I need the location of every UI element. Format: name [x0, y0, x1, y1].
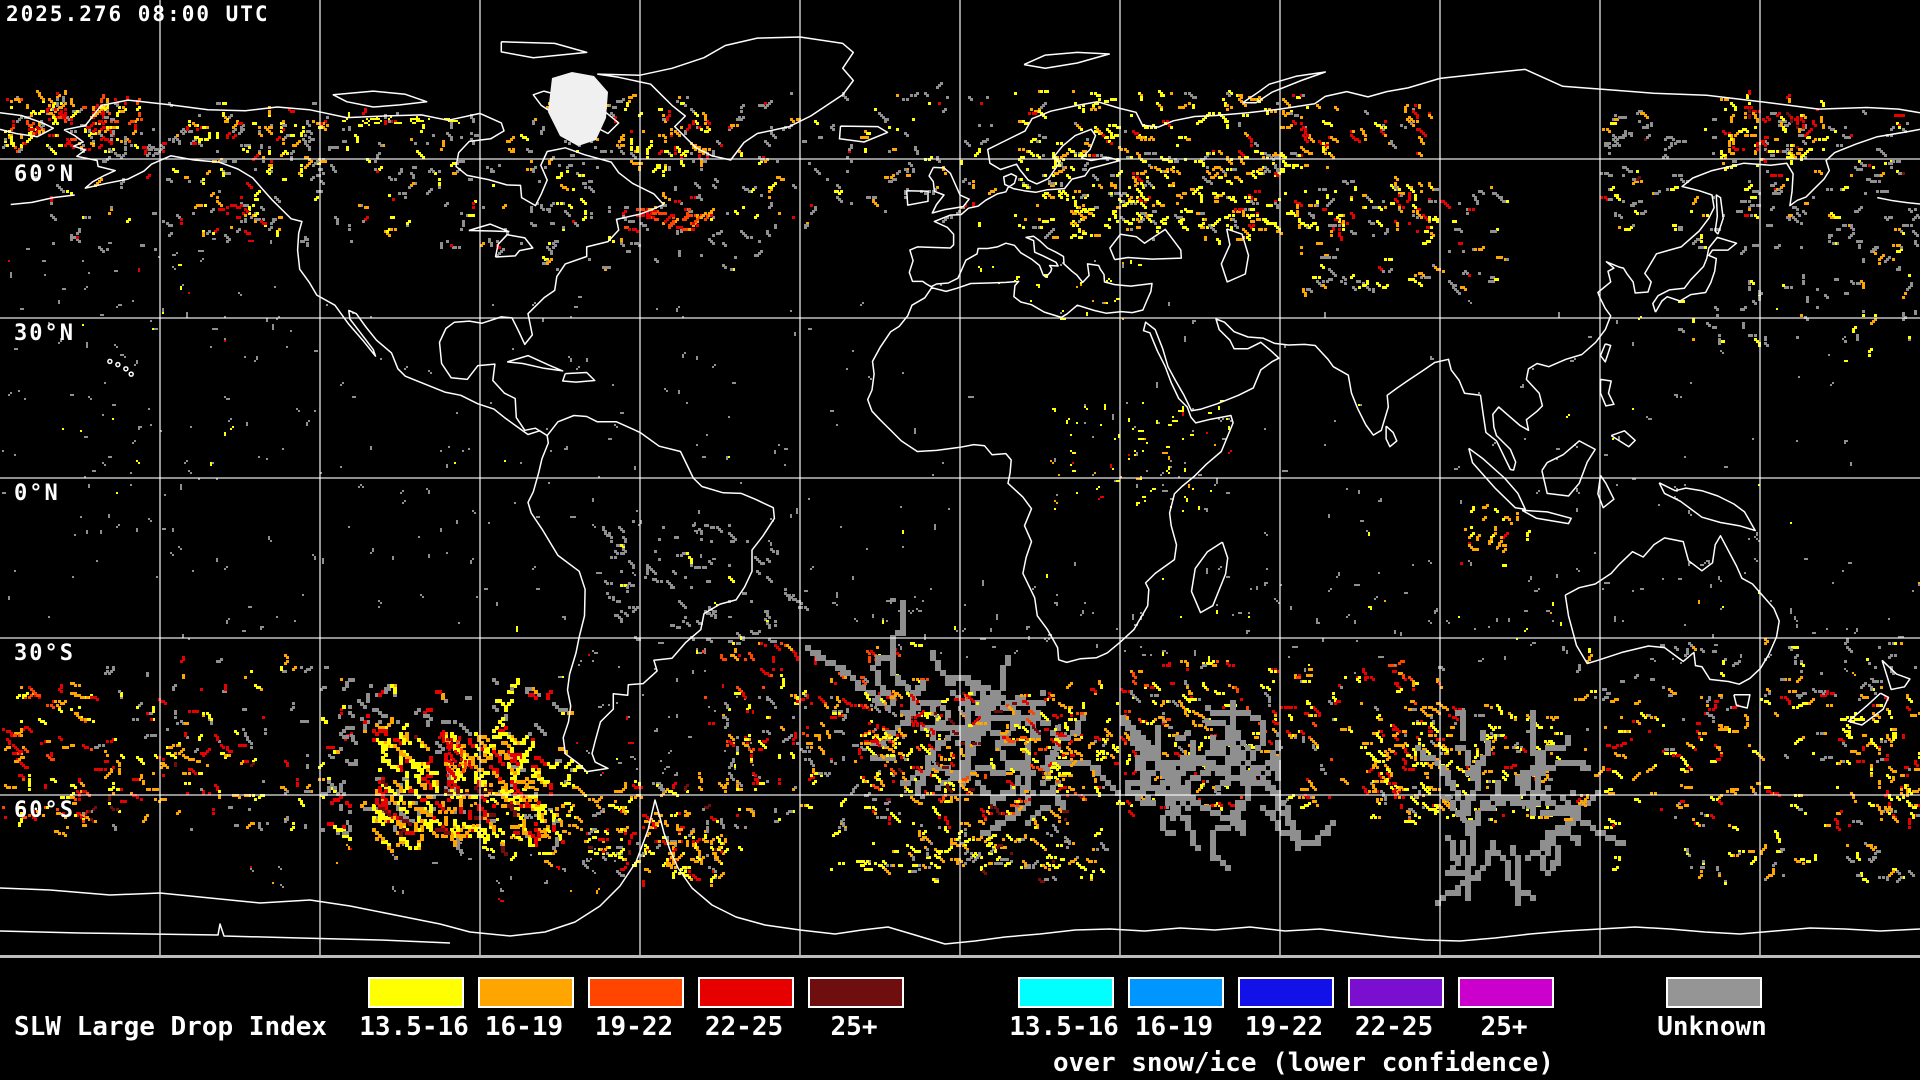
legend-label-snowice-22-25: 22-25 — [1354, 1012, 1434, 1042]
legend-title: SLW Large Drop Index — [14, 1012, 328, 1042]
legend-label-snowice-25plus: 25+ — [1480, 1012, 1528, 1042]
legend-swatch-snowice-19-22 — [1238, 977, 1334, 1008]
legend-label-19-22: 19-22 — [594, 1012, 674, 1042]
legend-label-22-25: 22-25 — [704, 1012, 784, 1042]
legend-label-snowice-13.5-16: 13.5-16 — [1009, 1012, 1119, 1042]
legend-label-25plus: 25+ — [830, 1012, 878, 1042]
snowice-caption: over snow/ice (lower confidence) — [1053, 1048, 1554, 1078]
legend-swatch-unknown — [1666, 977, 1762, 1008]
legend-swatch-13.5-16 — [368, 977, 464, 1008]
latitude-label-0n: 0°N — [14, 481, 60, 506]
latitude-label-60s: 60°S — [14, 798, 75, 823]
legend-swatch-16-19 — [478, 977, 574, 1008]
legend: SLW Large Drop Index 13.5-16 16-19 19-22… — [0, 958, 1920, 1080]
legend-swatch-snowice-13.5-16 — [1018, 977, 1114, 1008]
latitude-label-30s: 30°S — [14, 641, 75, 666]
legend-label-13.5-16: 13.5-16 — [359, 1012, 469, 1042]
legend-swatch-25plus — [808, 977, 904, 1008]
legend-label-snowice-16-19: 16-19 — [1134, 1012, 1214, 1042]
legend-label-16-19: 16-19 — [484, 1012, 564, 1042]
legend-swatch-snowice-25plus — [1458, 977, 1554, 1008]
legend-label-snowice-19-22: 19-22 — [1244, 1012, 1324, 1042]
latitude-label-30n: 30°N — [14, 321, 75, 346]
coastline-gridline-layer — [0, 0, 1920, 958]
legend-swatch-snowice-16-19 — [1128, 977, 1224, 1008]
timestamp-label: 2025.276 08:00 UTC — [6, 2, 270, 26]
legend-swatch-snowice-22-25 — [1348, 977, 1444, 1008]
legend-swatch-19-22 — [588, 977, 684, 1008]
legend-label-unknown: Unknown — [1657, 1012, 1767, 1042]
latitude-label-60n: 60°N — [14, 162, 75, 187]
legend-swatch-22-25 — [698, 977, 794, 1008]
